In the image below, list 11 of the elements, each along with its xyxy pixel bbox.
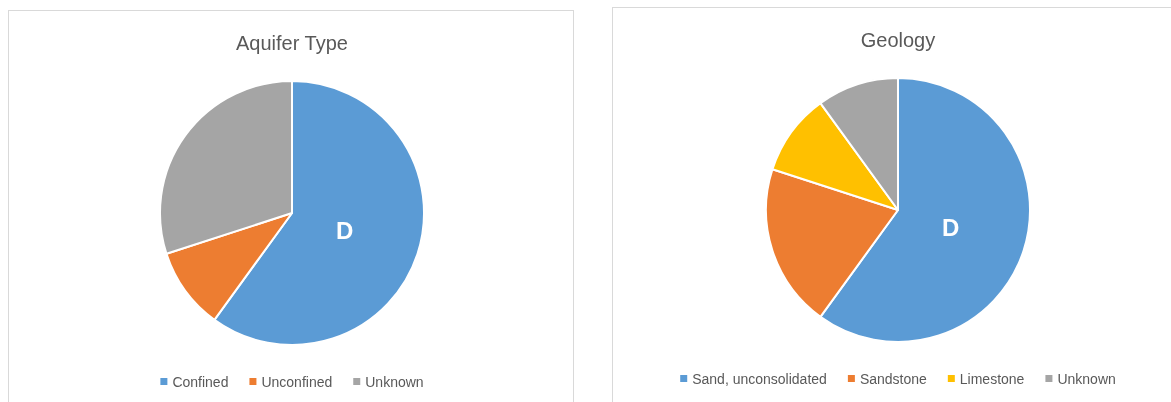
text: D [336,216,354,244]
legend-label: Unknown [365,374,424,390]
legend-label: Unknown [1057,371,1116,387]
legend-label: Limestone [959,371,1025,387]
legend-label: Confined [172,374,229,390]
chart-title: Aquifer Type [236,32,348,54]
legend-label: Sand, unconsolidated [692,371,827,387]
text: D [942,213,960,241]
chart-title: Geology [860,29,936,51]
legend-label: Sandstone [859,371,928,387]
legend-label: Unconfined [261,374,333,390]
